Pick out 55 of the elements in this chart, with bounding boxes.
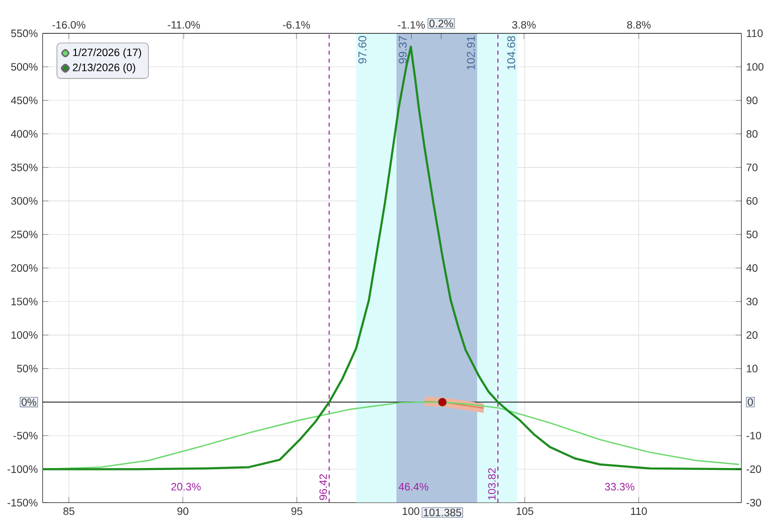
annotation: 99.37 (398, 36, 407, 64)
y-tick-label: 100% (11, 331, 38, 339)
annotation: 33.3% (604, 482, 634, 490)
y2-tick-label: 40 (746, 264, 758, 272)
y2-tick-label: 60 (746, 197, 758, 205)
x-tick-label: 95 (291, 507, 302, 515)
y-tick-label: 50% (17, 364, 38, 372)
y2-tick-label: -20 (746, 465, 762, 473)
x2-tick-label: -1.1% (398, 21, 425, 29)
y2-tick-label: 20 (746, 331, 758, 339)
annotation: 46.4% (398, 482, 428, 490)
annotation: 20.3% (171, 482, 201, 490)
y2-tick-label: -10 (746, 432, 762, 440)
y2-tick-label: 70 (746, 164, 758, 172)
annotation: 97.60 (358, 36, 366, 64)
annotation: 102.91 (466, 36, 475, 70)
y2-tick-label: 80 (746, 130, 758, 138)
x-tick-label: 85 (63, 507, 74, 515)
x-tick-label: 101.385 (424, 508, 462, 516)
y-tick-label: 200% (11, 264, 38, 272)
y-tick-label: -100% (8, 465, 38, 473)
y-tick-label: 500% (11, 63, 38, 71)
y2-tick-label: 90 (746, 96, 758, 104)
y-tick-label: 350% (11, 164, 38, 172)
x-tick-label: 90 (177, 507, 188, 515)
y2-tick-label: 0 (748, 398, 753, 406)
y2-tick-label: 110 (746, 30, 763, 38)
x2-tick-label: -11.0% (168, 21, 200, 29)
y-tick-label: 300% (11, 197, 38, 205)
y-tick-label: -150% (8, 498, 38, 506)
legend-label: 1/27/2026 (17) (73, 48, 142, 58)
ref-line-label: 103.82 (488, 468, 496, 500)
x2-tick-label: -6.1% (282, 21, 310, 29)
x2-tick-label: 3.8% (512, 21, 536, 29)
y-tick-label: 150% (11, 298, 38, 306)
x2-tick-label: 8.8% (627, 21, 651, 29)
y-tick-label: 400% (10, 130, 38, 138)
x-tick-label: 110 (631, 507, 647, 515)
y2-tick-label: 10 (746, 364, 758, 372)
y-tick-label: -50% (14, 432, 38, 440)
x2-tick-label: 0.2% (429, 20, 453, 28)
y2-tick-label: 100 (746, 63, 764, 71)
x2-tick-label: -16.0% (52, 21, 86, 29)
y-tick-label: 0% (22, 398, 36, 406)
y2-tick-label: 50 (746, 230, 758, 238)
y-tick-label: 250% (11, 230, 38, 238)
ref-line-label: 96.42 (319, 474, 327, 500)
y-tick-label: 550% (11, 30, 38, 38)
y2-tick-label: -30 (746, 498, 762, 506)
annotation: 104.68 (507, 36, 516, 70)
y-tick-label: 450% (10, 96, 38, 104)
y2-tick-label: 30 (746, 298, 758, 306)
x-tick-label: 100 (402, 507, 420, 515)
x-tick-label: 105 (516, 507, 534, 515)
legend-label: 2/13/2026 (0) (72, 63, 136, 74)
